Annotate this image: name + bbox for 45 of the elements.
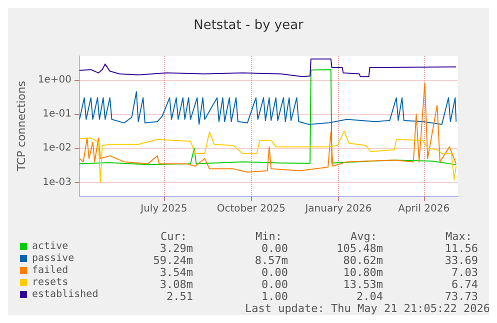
line-series — [79, 130, 457, 183]
x-tick-label: July 2025 — [140, 204, 188, 214]
text: Cur: — [160, 230, 187, 243]
text: 2.04 — [356, 290, 384, 303]
text: 6.74 — [452, 278, 478, 291]
text: 13.53m — [343, 278, 384, 291]
line-series — [79, 91, 457, 125]
y-tick-label: 1e-01 — [42, 108, 72, 120]
text: Last update: Thu May 21 21:05:22 2026 — [244, 302, 490, 315]
text: 73.73 — [444, 290, 478, 303]
text: 33.69 — [444, 254, 478, 267]
text: 0.00 — [262, 266, 288, 279]
text: 59.24m — [153, 254, 194, 267]
y-tick-label: 1e-02 — [42, 142, 72, 154]
text: 3.29m — [160, 242, 194, 255]
text: Avg: — [350, 230, 377, 243]
y-axis-title: TCP connections — [15, 80, 28, 172]
text: 105.48m — [336, 242, 384, 255]
text: 10.80m — [343, 266, 384, 279]
legend-label: failed — [32, 265, 68, 276]
legend-label: resets — [32, 277, 68, 288]
legend-label: established — [32, 289, 98, 300]
text: 2.51 — [166, 290, 193, 303]
text: Max: — [446, 230, 472, 243]
text: 80.62m — [343, 254, 384, 267]
x-tick-label: October 2025 — [216, 204, 286, 214]
y-tick-label: 1e-03 — [42, 176, 72, 188]
legend-label: passive — [32, 253, 74, 264]
text: 7.03 — [452, 266, 478, 279]
line-series — [79, 82, 457, 173]
x-tick-label: January 2026 — [304, 204, 372, 214]
text: 0.00 — [262, 242, 288, 255]
x-tick-label: April 2026 — [398, 204, 450, 214]
line-series — [79, 58, 457, 78]
text: 3.54m — [160, 266, 194, 279]
text: Min: — [256, 230, 282, 243]
text: 3.08m — [160, 278, 194, 291]
legend-label: active — [32, 241, 68, 252]
text: 0.00 — [262, 278, 288, 291]
text: 1.00 — [262, 290, 288, 303]
text: 11.56 — [444, 242, 478, 255]
line-series — [79, 69, 457, 166]
y-tick-label: 1e+00 — [38, 74, 72, 86]
chart-title: Netstat - by year — [194, 18, 304, 33]
text: 8.57m — [254, 254, 288, 267]
